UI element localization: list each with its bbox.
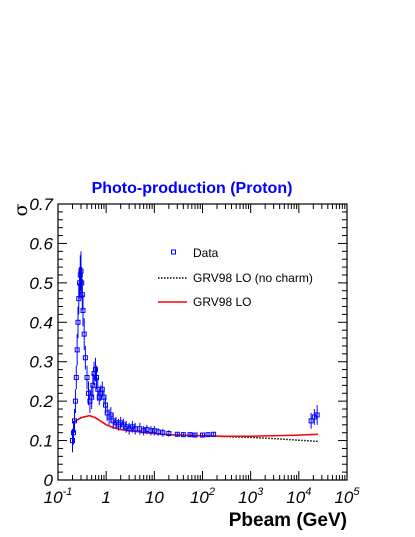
- data-point: [148, 428, 154, 434]
- data-point: [155, 429, 161, 435]
- data-point: [76, 296, 82, 302]
- data-point: [174, 431, 180, 437]
- y-tick-label: 0.1: [29, 432, 53, 451]
- data-point: [80, 307, 86, 313]
- legend: Data GRV98 LO (no charm) GRV98 LO: [158, 246, 313, 309]
- data-point: [160, 430, 166, 436]
- data-point: [308, 418, 314, 424]
- legend-entry-no-charm: GRV98 LO (no charm): [158, 271, 313, 285]
- x-tick-label: 104: [286, 486, 311, 507]
- data-point: [86, 390, 92, 396]
- y-tick-label: 0.4: [29, 313, 53, 332]
- x-tick-label: 105: [334, 486, 360, 507]
- data-point: [90, 382, 96, 388]
- data-point: [84, 374, 90, 380]
- data-point: [72, 398, 78, 404]
- x-tick-label: 10: [145, 488, 164, 507]
- x-axis-title: Pbeam (GeV): [229, 510, 347, 531]
- y-tick-label: 0.5: [29, 274, 53, 293]
- y-tick-label: 0.6: [29, 234, 53, 253]
- data-point: [82, 355, 88, 361]
- legend-entry-grv98: GRV98 LO: [158, 295, 251, 309]
- data-points: [69, 251, 320, 453]
- data-point: [141, 428, 147, 434]
- data-point: [211, 431, 217, 437]
- data-point: [205, 432, 211, 438]
- data-point: [89, 394, 95, 400]
- legend-label-no-charm: GRV98 LO (no charm): [193, 271, 313, 285]
- y-tick-label: 0.2: [29, 392, 53, 411]
- data-point: [79, 292, 85, 298]
- data-point: [200, 432, 205, 438]
- data-point: [187, 432, 193, 438]
- data-point: [132, 426, 138, 432]
- data-point: [73, 374, 79, 380]
- data-point: [92, 367, 98, 373]
- data-point: [71, 430, 77, 436]
- legend-marker-data: [171, 249, 176, 255]
- y-axis-title: σ: [10, 203, 32, 216]
- y-tick-label: 0: [44, 471, 54, 490]
- data-point: [79, 280, 85, 286]
- data-point: [78, 268, 84, 274]
- data-point: [69, 438, 75, 444]
- data-point: [192, 432, 198, 438]
- data-point: [81, 331, 87, 337]
- legend-label-data: Data: [193, 246, 219, 260]
- legend-entry-data: Data: [171, 246, 219, 260]
- data-point: [180, 432, 186, 438]
- data-point: [71, 418, 77, 424]
- x-tick-label: 102: [190, 486, 215, 507]
- chart-title: Photo-production (Proton): [92, 180, 293, 197]
- data-point: [94, 374, 100, 380]
- data-point: [74, 347, 80, 353]
- x-tick-label: 1: [101, 488, 110, 507]
- x-tick-label: 10-1: [44, 486, 73, 507]
- x-tick-label: 103: [238, 486, 264, 507]
- axis-ticks: [57, 203, 347, 481]
- data-point: [314, 412, 320, 418]
- y-tick-labels: 0 0.1 0.2 0.3 0.4 0.5 0.6 0.7: [29, 195, 53, 490]
- legend-label-grv98: GRV98 LO: [193, 295, 251, 309]
- data-point: [166, 430, 172, 436]
- x-tick-labels: 10-1 1 10 102 103 104 105: [44, 486, 361, 507]
- y-tick-label: 0.3: [29, 353, 53, 372]
- y-tick-label: 0.7: [29, 195, 53, 214]
- data-point: [75, 319, 81, 325]
